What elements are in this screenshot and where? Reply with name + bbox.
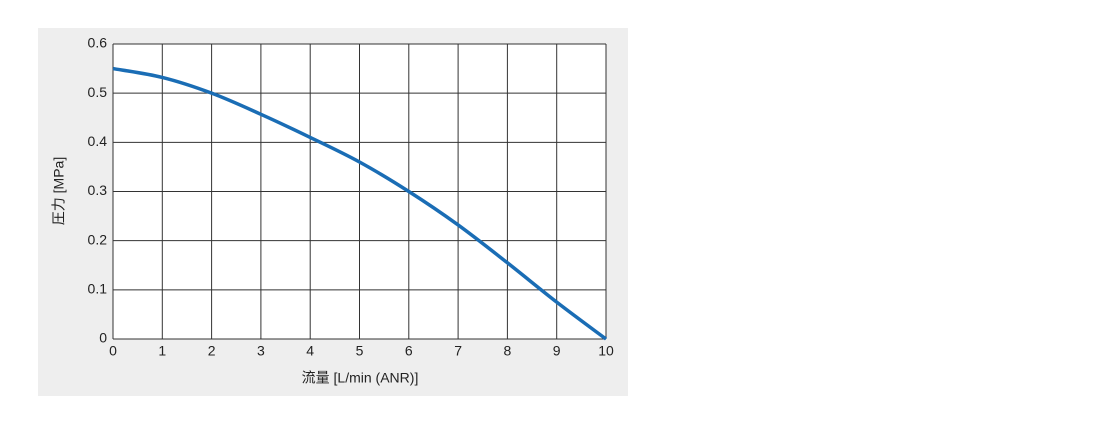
x-tick-label: 0: [109, 343, 117, 359]
x-tick-label: 9: [553, 343, 561, 359]
x-tick-label: 5: [356, 343, 364, 359]
x-tick-label: 8: [504, 343, 512, 359]
x-tick-label: 10: [598, 343, 614, 359]
y-tick-label: 0.1: [88, 281, 108, 297]
x-tick-label: 3: [257, 343, 265, 359]
y-tick-label: 0.3: [88, 182, 108, 198]
x-axis-label: 流量 [L/min (ANR)]: [302, 370, 419, 386]
y-tick-label: 0.4: [88, 133, 108, 149]
x-tick-label: 2: [208, 343, 216, 359]
y-axis-label: 圧力 [MPa]: [51, 157, 67, 225]
data-line: [112, 66, 608, 341]
x-tick-label: 4: [306, 343, 314, 359]
y-tick-label: 0.2: [88, 231, 108, 247]
y-tick-label: 0.6: [88, 35, 108, 51]
x-tick-label: 7: [454, 343, 462, 359]
x-tick-label: 1: [158, 343, 166, 359]
y-tick-label: 0: [99, 330, 107, 346]
y-tick-label: 0.5: [88, 84, 108, 100]
x-tick-label: 6: [405, 343, 413, 359]
